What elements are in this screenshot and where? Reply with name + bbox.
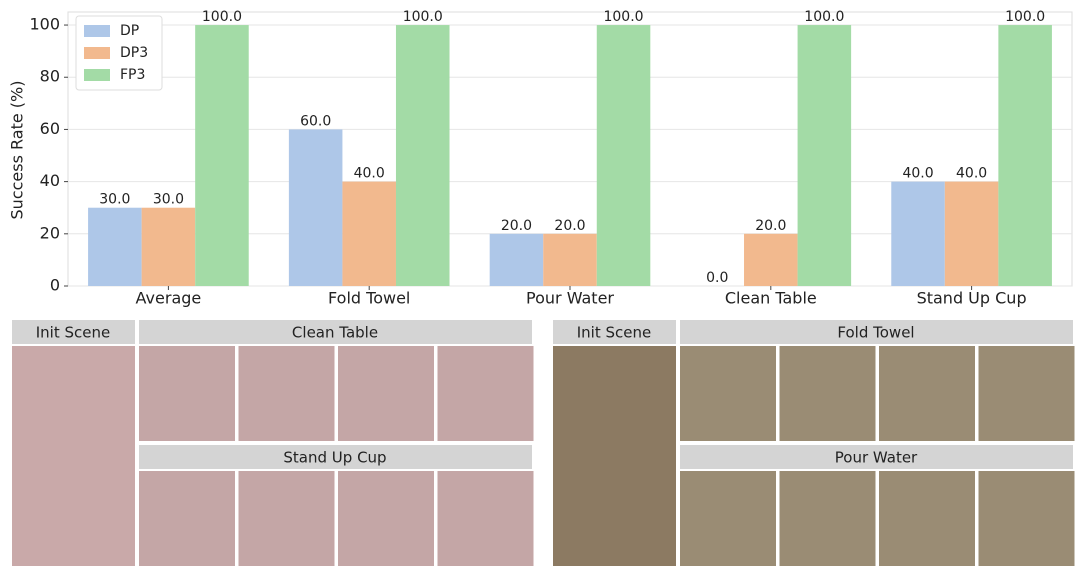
y-tick-label: 40 (40, 171, 60, 190)
legend-swatch (84, 25, 110, 37)
bar (596, 25, 651, 287)
value-label: 0.0 (706, 270, 728, 286)
y-tick-label: 80 (40, 67, 60, 86)
value-label: 60.0 (300, 113, 331, 129)
panel-header (139, 320, 532, 344)
photo (338, 471, 434, 566)
value-label: 20.0 (554, 218, 585, 234)
panel-header (12, 320, 135, 344)
x-tick-label: Pour Water (526, 289, 614, 308)
y-axis-label: Success Rate (%) (8, 81, 27, 220)
panel-header (680, 445, 1073, 469)
bar (195, 25, 249, 287)
photo (680, 346, 776, 441)
x-tick-label: Clean Table (725, 289, 817, 308)
value-label: 30.0 (153, 192, 184, 208)
panel-title: Clean Table (292, 324, 378, 342)
value-label: 100.0 (403, 9, 443, 25)
value-label: 40.0 (902, 166, 933, 182)
y-tick-label: 60 (40, 119, 60, 138)
y-tick-label: 100 (29, 15, 60, 34)
value-label: 20.0 (501, 218, 532, 234)
photo (879, 471, 975, 566)
photo (437, 471, 534, 566)
x-tick-label: Average (136, 289, 202, 308)
legend-label: DP (120, 23, 139, 39)
x-tick-label: Fold Towel (328, 289, 410, 308)
photo (139, 471, 235, 566)
photo (779, 471, 876, 566)
bar (944, 181, 999, 286)
photo (437, 346, 534, 441)
legend-label: FP3 (120, 67, 145, 83)
value-label: 100.0 (1005, 9, 1045, 25)
photo (779, 346, 876, 441)
legend-label: DP3 (120, 45, 148, 61)
panel-title: Init Scene (577, 324, 651, 342)
photo (978, 471, 1075, 566)
panel-title: Pour Water (835, 449, 918, 467)
photo-panels: Init Scene Clean Table Stand Up Cup Init… (12, 320, 1075, 566)
photo (238, 346, 335, 441)
bar (88, 207, 142, 286)
value-label: 40.0 (354, 166, 385, 182)
photo (680, 471, 776, 566)
panel-header (139, 445, 532, 469)
y-tick-label: 0 (50, 276, 60, 295)
bar (998, 25, 1052, 287)
value-label: 20.0 (755, 218, 786, 234)
y-tick-label: 20 (40, 223, 60, 242)
bar (342, 181, 396, 286)
bar (288, 129, 343, 286)
bar (395, 25, 450, 287)
photo (338, 346, 434, 441)
legend-swatch (84, 47, 110, 59)
panel-header (680, 320, 1073, 344)
bar (797, 25, 852, 287)
panel-title: Stand Up Cup (283, 449, 386, 467)
panel-title: Fold Towel (837, 324, 914, 342)
photo (238, 471, 335, 566)
photo (553, 346, 676, 566)
bar (744, 233, 798, 286)
bar (489, 233, 544, 286)
photo (978, 346, 1075, 441)
photo (12, 346, 135, 566)
panel-header (553, 320, 676, 344)
value-label: 100.0 (202, 9, 242, 25)
bar (891, 181, 945, 286)
value-label: 30.0 (99, 192, 130, 208)
bar (543, 233, 597, 286)
value-label: 100.0 (804, 9, 844, 25)
photo (879, 346, 975, 441)
value-label: 100.0 (603, 9, 643, 25)
value-label: 40.0 (956, 166, 987, 182)
panel-title: Init Scene (36, 324, 110, 342)
photo (139, 346, 235, 441)
x-tick-label: Stand Up Cup (917, 289, 1027, 308)
legend-swatch (84, 69, 110, 81)
bar (141, 207, 196, 286)
